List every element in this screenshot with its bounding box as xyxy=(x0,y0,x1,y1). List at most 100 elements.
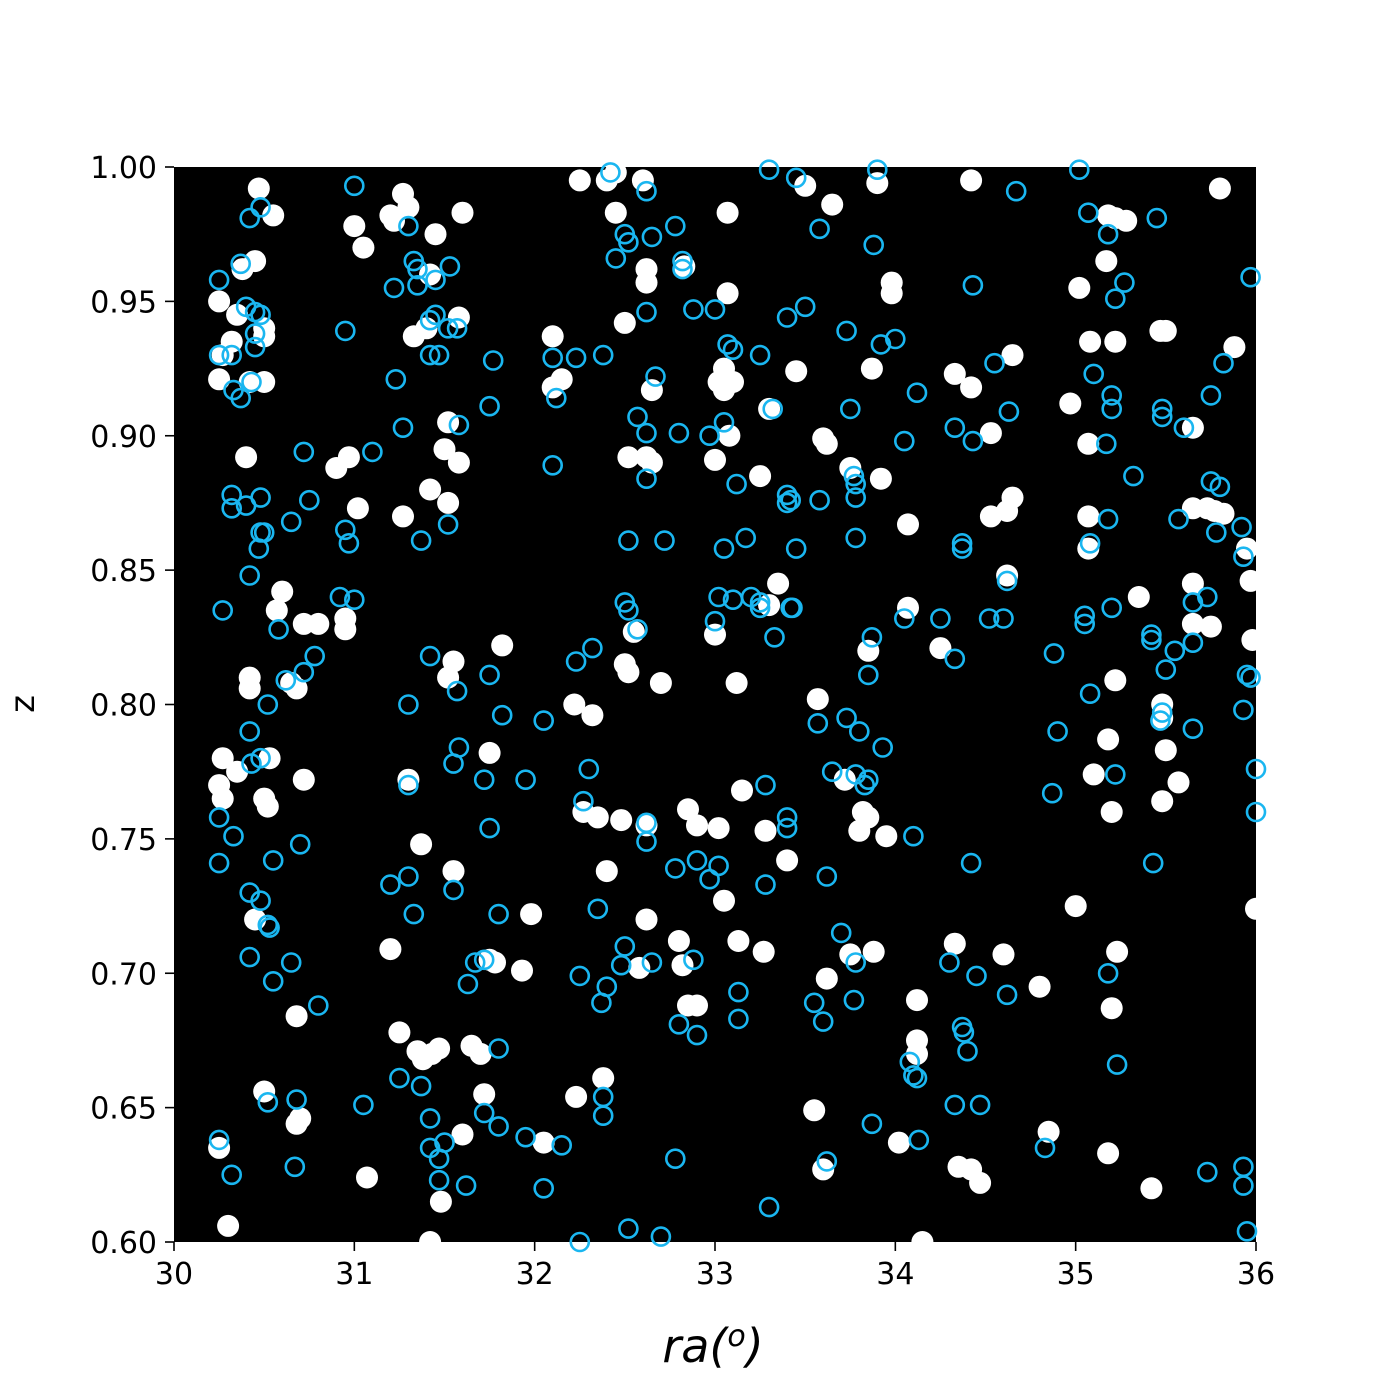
x-axis-label-base: ra( xyxy=(662,1319,729,1373)
data-point-hollow xyxy=(699,425,720,447)
data-point-hollow xyxy=(1197,586,1218,608)
data-point-hollow xyxy=(338,532,360,554)
data-point-filled xyxy=(1082,763,1105,786)
x-axis-label: ra(o) xyxy=(662,1319,763,1373)
data-point-hollow xyxy=(1233,1175,1254,1196)
data-point-hollow xyxy=(1164,640,1186,662)
data-point-hollow xyxy=(866,159,888,180)
data-point-hollow xyxy=(600,162,621,183)
data-point-hollow xyxy=(208,344,230,366)
data-point-hollow xyxy=(425,269,446,291)
data-point-hollow xyxy=(951,532,973,554)
data-point-hollow xyxy=(293,441,315,463)
data-point-hollow xyxy=(762,398,784,420)
y-tick-label: 0.85 xyxy=(90,554,157,589)
data-point-hollow xyxy=(636,301,657,323)
data-point-hollow xyxy=(713,411,735,433)
data-point-filled xyxy=(869,467,892,490)
data-point-filled xyxy=(473,1083,496,1106)
data-point-filled xyxy=(897,513,919,536)
data-point-hollow xyxy=(807,712,829,734)
y-tick-label: 0.80 xyxy=(90,689,157,724)
x-tick-label: 35 xyxy=(1057,1257,1095,1292)
data-point-filled xyxy=(419,263,442,286)
data-point-hollow xyxy=(464,952,486,973)
data-point-hollow xyxy=(728,981,749,1003)
data-point-hollow xyxy=(443,753,464,774)
data-point-hollow xyxy=(1182,632,1204,654)
hollow-points-layer xyxy=(208,159,1267,1253)
data-point-hollow xyxy=(565,347,587,369)
data-point-hollow xyxy=(641,226,663,248)
data-point-filled xyxy=(640,451,663,474)
data-point-hollow xyxy=(425,304,446,326)
data-point-hollow xyxy=(250,890,271,912)
data-point-hollow xyxy=(1074,605,1095,627)
data-point-filled xyxy=(442,860,465,883)
data-point-hollow xyxy=(248,538,270,559)
data-point-filled xyxy=(996,500,1019,522)
data-point-hollow xyxy=(636,831,657,852)
data-point-hollow xyxy=(845,473,867,495)
data-point-hollow xyxy=(664,215,686,237)
x-tick-label: 30 xyxy=(155,1257,193,1292)
data-point-hollow xyxy=(836,320,857,342)
data-point-hollow xyxy=(280,952,302,973)
data-point-filled xyxy=(794,174,817,197)
data-point-filled xyxy=(1127,586,1150,608)
data-point-filled xyxy=(1077,537,1100,560)
y-tick-label: 0.95 xyxy=(90,285,157,320)
data-point-filled xyxy=(235,446,258,469)
data-point-filled xyxy=(379,938,402,961)
data-point-filled xyxy=(1068,276,1091,299)
data-point-hollow xyxy=(1141,629,1162,651)
data-point-hollow xyxy=(257,914,279,936)
data-point-hollow xyxy=(239,721,260,742)
data-point-hollow xyxy=(683,949,704,971)
data-point-hollow xyxy=(794,296,816,318)
data-point-filled xyxy=(897,596,919,619)
data-point-filled xyxy=(256,795,279,818)
data-point-hollow xyxy=(221,344,242,366)
data-point-filled xyxy=(397,768,420,791)
data-point-hollow xyxy=(998,401,1020,422)
data-point-hollow xyxy=(515,769,536,791)
data-point-hollow xyxy=(906,382,928,404)
data-point-hollow xyxy=(996,984,1018,1006)
data-point-hollow xyxy=(903,1065,924,1086)
data-point-hollow xyxy=(268,618,289,640)
data-point-hollow xyxy=(884,328,906,350)
data-point-hollow xyxy=(250,197,271,218)
data-point-hollow xyxy=(542,347,564,369)
x-tick-label: 33 xyxy=(696,1257,734,1292)
data-point-hollow xyxy=(614,223,636,245)
data-point-hollow xyxy=(1078,202,1099,223)
data-point-hollow xyxy=(1151,398,1173,420)
data-point-filled xyxy=(631,169,654,192)
data-point-filled xyxy=(1245,897,1267,920)
data-point-filled xyxy=(667,930,690,952)
data-point-hollow xyxy=(1151,702,1173,723)
data-point-hollow xyxy=(812,1011,834,1032)
data-point-hollow xyxy=(569,1231,591,1253)
data-point-hollow xyxy=(809,218,830,240)
data-point-hollow xyxy=(668,1014,690,1035)
data-point-hollow xyxy=(664,1148,686,1169)
data-point-hollow xyxy=(1151,406,1173,428)
data-point-hollow xyxy=(893,430,915,452)
plot-area xyxy=(174,167,1256,1242)
data-point-hollow xyxy=(545,387,567,409)
data-point-hollow xyxy=(1123,465,1144,487)
data-point-hollow xyxy=(749,597,771,619)
data-point-hollow xyxy=(230,253,251,275)
data-point-hollow xyxy=(782,597,803,619)
data-point-hollow xyxy=(749,592,771,613)
data-point-hollow xyxy=(996,570,1018,592)
data-point-hollow xyxy=(672,258,693,280)
data-point-hollow xyxy=(1097,962,1119,984)
data-point-hollow xyxy=(221,497,242,519)
data-point-filled xyxy=(731,779,753,802)
data-point-hollow xyxy=(618,600,639,621)
data-point-hollow xyxy=(298,489,320,511)
data-point-filled xyxy=(1064,895,1087,918)
